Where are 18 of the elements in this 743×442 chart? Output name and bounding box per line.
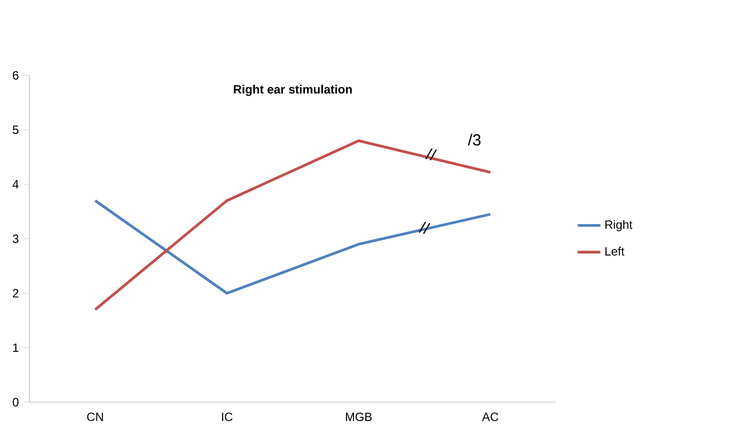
y-tick-label: 1 xyxy=(13,343,18,352)
text: Right ear stimulation xyxy=(234,84,352,96)
y-tick-label: 3 xyxy=(12,234,18,243)
y-tick-label: 6 xyxy=(12,71,18,80)
x-tick-label: CN xyxy=(87,412,103,421)
y-tick-label: 0 xyxy=(12,398,18,406)
x-tick-label: AC xyxy=(482,412,498,421)
annotation: // xyxy=(418,222,430,234)
legend-label: Left xyxy=(605,246,624,256)
line-series xyxy=(94,199,492,294)
x-tick-label: IC xyxy=(222,412,232,421)
y-tick-label: 2 xyxy=(12,288,18,298)
x-tick-label: MGB xyxy=(346,412,372,421)
annotation: /3 xyxy=(468,134,481,146)
y-tick-label: 5 xyxy=(12,126,18,134)
y-tick-label: 4 xyxy=(12,180,19,188)
annotation: // xyxy=(425,148,437,160)
legend-label: Right xyxy=(605,220,632,232)
